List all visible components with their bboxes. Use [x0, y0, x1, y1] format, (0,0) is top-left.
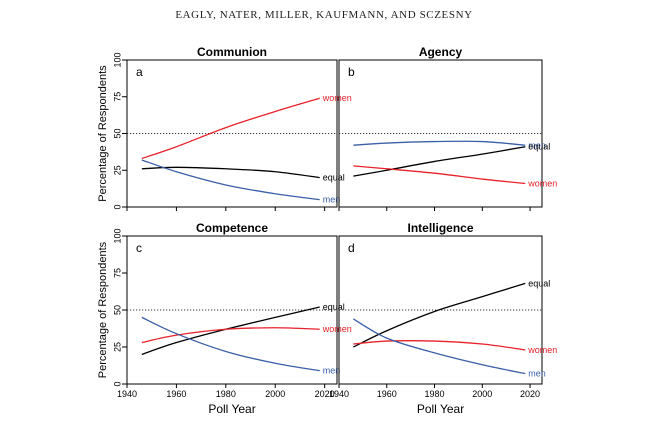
panel-letter: c: [136, 241, 142, 255]
x-tick-label: 1980: [425, 389, 445, 399]
series-line-men: [141, 316, 320, 372]
series-label-women: women: [527, 345, 557, 355]
y-tick-label: 50: [112, 128, 122, 138]
series-label-equal: equal: [528, 142, 550, 152]
x-tick-label: 2000: [265, 389, 285, 399]
y-tick-label: 0: [112, 204, 122, 209]
y-axis-label: Percentage of Respondents: [97, 241, 109, 378]
running-head: EAGLY, NATER, MILLER, KAUFMANN, AND SCZE…: [175, 9, 473, 21]
series-line-equal: [353, 282, 526, 348]
series-line-women: [141, 327, 320, 344]
y-tick-label: 50: [112, 305, 122, 315]
x-tick-label: 1960: [377, 389, 397, 399]
series-line-women: [141, 97, 320, 160]
series-label-men: men: [528, 369, 546, 379]
y-tick-label: 75: [112, 268, 122, 278]
x-axis-label: Poll Year: [208, 402, 255, 416]
x-axis-label: Poll Year: [417, 402, 464, 416]
y-tick-label: 25: [112, 342, 122, 352]
x-tick-label: 2020: [520, 389, 540, 399]
panel-letter: a: [136, 65, 143, 79]
x-tick-label: 1960: [166, 389, 186, 399]
panel-title: Intelligence: [407, 221, 473, 235]
series-line-women: [353, 340, 526, 351]
panel-d: Intelligence d 1940 1960 1980 2000 2020 Poll Ye…: [329, 221, 557, 416]
series-label-equal: equal: [323, 173, 345, 183]
panel-title: Communion: [197, 45, 267, 59]
series-line-men: [353, 140, 526, 146]
y-tick-label: 75: [112, 92, 122, 102]
x-tick-label: 1940: [117, 389, 137, 399]
series-label-men: men: [323, 195, 341, 205]
y-axis-label: Percentage of Respondents: [97, 65, 109, 202]
y-tick-label: 100: [112, 228, 122, 243]
series-label-women: women: [322, 324, 352, 334]
panel-letter: b: [348, 65, 355, 79]
panel-title: Agency: [419, 45, 463, 59]
series-label-equal: equal: [323, 302, 345, 312]
panel-letter: d: [348, 241, 355, 255]
series-label-men: men: [323, 366, 341, 376]
x-tick-label: 1980: [216, 389, 236, 399]
x-tick-label: 1940: [329, 389, 349, 399]
x-tick-label: 2020: [315, 389, 335, 399]
x-tick-label: 2000: [472, 389, 492, 399]
series-label-women: women: [322, 93, 352, 103]
series-line-equal: [353, 146, 526, 177]
series-line-women: [353, 165, 526, 185]
series-label-women: women: [527, 178, 557, 188]
series-label-men: men: [528, 140, 546, 150]
panel-title: Competence: [196, 221, 268, 235]
series-line-men: [353, 318, 526, 375]
series-label-equal: equal: [528, 278, 550, 288]
y-tick-label: 0: [112, 381, 122, 386]
series-line-men: [141, 159, 320, 201]
y-tick-label: 25: [112, 165, 122, 175]
y-tick-label: 100: [112, 52, 122, 67]
